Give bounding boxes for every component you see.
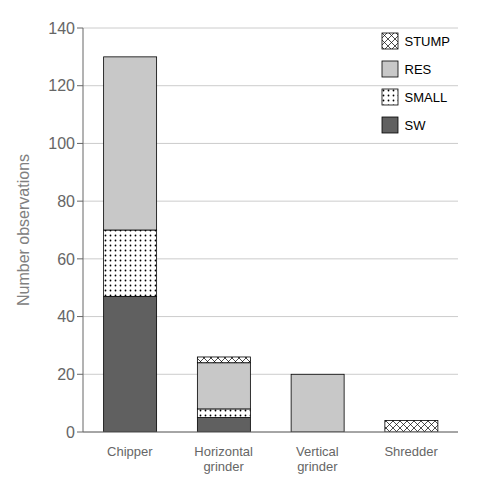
svg-text:Number observations: Number observations	[15, 154, 32, 306]
html-text:SMALL: SMALL	[404, 89, 448, 105]
svg-text:100: 100	[48, 135, 75, 152]
html-text:SW: SW	[404, 117, 426, 133]
html-text:RES: RES	[404, 61, 432, 77]
svg-text:20: 20	[57, 366, 75, 383]
svg-text:Verticalgrinder: Verticalgrinder	[296, 444, 339, 474]
svg-text:Shredder: Shredder	[384, 444, 438, 459]
svg-text:60: 60	[57, 251, 75, 268]
svg-text:80: 80	[57, 193, 75, 210]
svg-text:120: 120	[48, 77, 75, 94]
svg-text:40: 40	[57, 308, 75, 325]
svg-text:140: 140	[48, 20, 75, 37]
svg-text:Horizontalgrinder: Horizontalgrinder	[194, 444, 253, 474]
svg-text:Chipper: Chipper	[107, 444, 153, 459]
svg-text:0: 0	[66, 424, 75, 441]
html-text:STUMP: STUMP	[404, 33, 450, 49]
